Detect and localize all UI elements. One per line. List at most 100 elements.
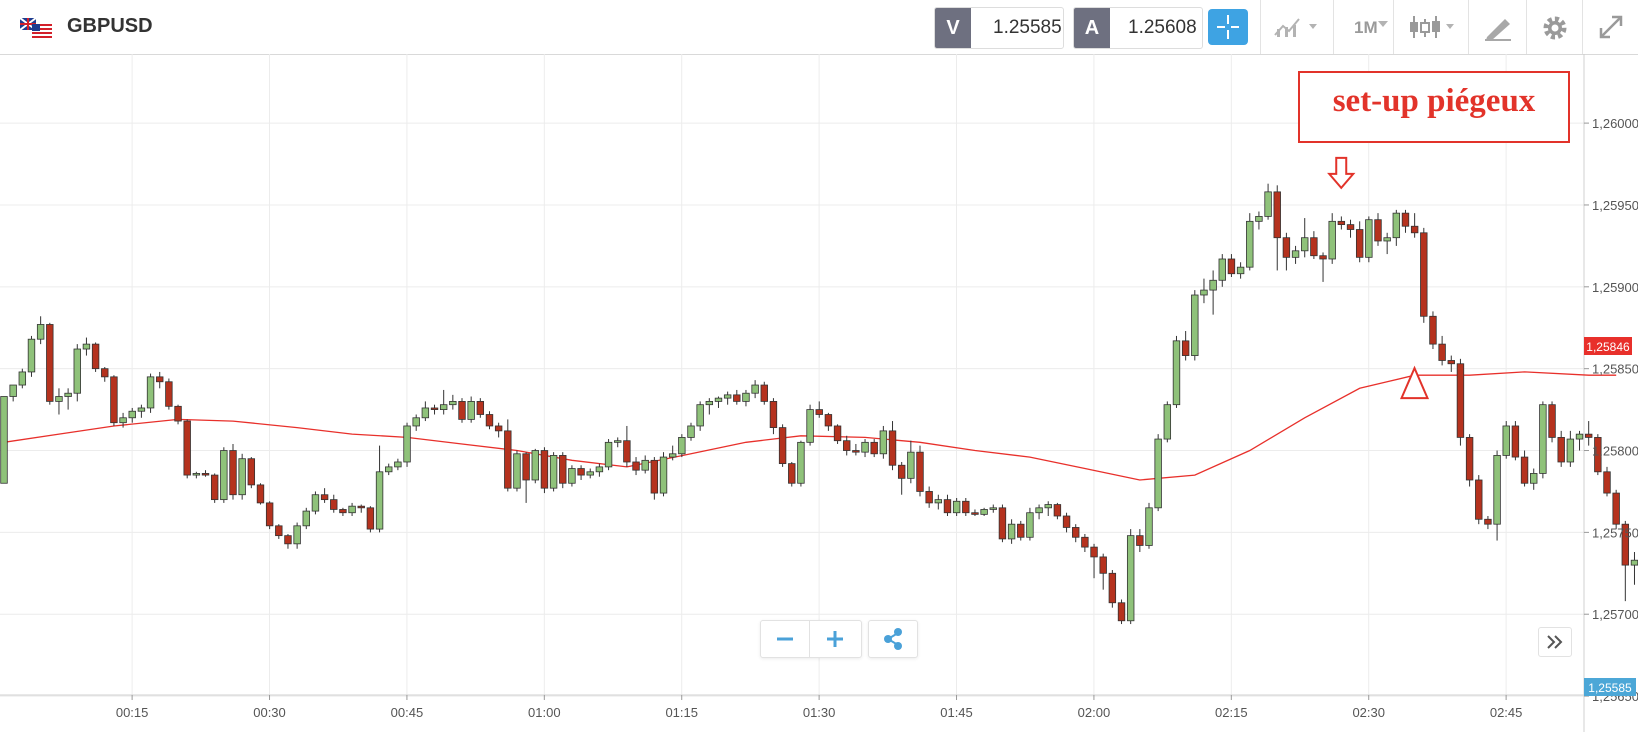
zoom-out-button[interactable] xyxy=(761,621,810,657)
candle xyxy=(82,337,91,356)
bid-quote[interactable]: V 1.25585 xyxy=(934,7,1064,49)
candle-body-up xyxy=(604,441,613,468)
candle-body-down xyxy=(1310,237,1318,257)
candle xyxy=(18,368,27,389)
candle xyxy=(824,412,833,431)
candle-body-up xyxy=(595,466,604,473)
candle xyxy=(962,497,970,516)
ask-quote[interactable]: A 1.25608 xyxy=(1073,7,1203,49)
fullscreen-button[interactable] xyxy=(1582,0,1638,54)
candle xyxy=(1246,213,1254,271)
candle xyxy=(1420,227,1428,323)
candle-body-down xyxy=(339,509,347,514)
candle-body-down xyxy=(778,427,787,465)
candle-body-up xyxy=(403,425,411,463)
candle xyxy=(733,389,741,405)
candle xyxy=(1282,232,1291,271)
candle xyxy=(1035,504,1043,520)
candle xyxy=(934,494,943,510)
candle-body-up xyxy=(1392,212,1401,239)
candle xyxy=(568,465,576,487)
timeframe-selector[interactable]: 1M xyxy=(1333,0,1394,54)
candle xyxy=(833,424,842,444)
candle xyxy=(119,412,127,428)
candle xyxy=(778,424,787,467)
candle-body-down xyxy=(275,525,283,537)
candle-body-up xyxy=(412,417,420,427)
candle-body-down xyxy=(788,463,796,484)
candle-body-down xyxy=(971,512,979,515)
candle xyxy=(696,401,704,431)
candle-body-down xyxy=(833,425,842,442)
candle-body-up xyxy=(1209,279,1217,291)
candle-body-down xyxy=(1319,255,1327,260)
candle-body-up xyxy=(0,396,8,484)
zoom-in-button[interactable] xyxy=(810,621,860,657)
candle-body-down xyxy=(1429,315,1437,345)
candle xyxy=(1255,211,1263,230)
candle xyxy=(815,401,823,418)
chart-grid xyxy=(0,54,1584,697)
candle xyxy=(1200,278,1208,304)
share-button[interactable] xyxy=(868,620,918,658)
candle-body-up xyxy=(73,348,81,394)
candle-body-down xyxy=(1465,437,1474,481)
candle xyxy=(650,457,659,500)
drawing-tools-button[interactable] xyxy=(1468,0,1527,54)
chart-type-button[interactable] xyxy=(1393,0,1469,54)
time-tick-label: 00:15 xyxy=(116,705,149,720)
candle xyxy=(458,398,466,423)
candle-body-down xyxy=(1511,425,1520,458)
indicators-button[interactable] xyxy=(1260,0,1334,54)
candle-body-up xyxy=(1191,294,1199,356)
bid-label: V xyxy=(935,8,971,48)
candle xyxy=(678,434,686,458)
annotation-text: set-up piégeux xyxy=(1332,83,1536,119)
candle xyxy=(357,504,365,513)
candle xyxy=(879,425,888,459)
price-chart[interactable]: 1,256501,257001,257501,258001,258501,259… xyxy=(0,54,1638,732)
candle-body-down xyxy=(476,401,485,415)
candle xyxy=(659,452,668,497)
candle xyxy=(64,388,72,410)
candle xyxy=(1557,430,1565,467)
candle xyxy=(714,396,723,408)
candle xyxy=(843,435,851,456)
settings-button[interactable] xyxy=(1526,0,1583,54)
candle-body-up xyxy=(238,458,246,496)
crosshair-button[interactable] xyxy=(1208,9,1248,45)
timeframe-label: 1M xyxy=(1354,18,1378,37)
candle xyxy=(1612,489,1620,530)
candle-body-up xyxy=(687,425,695,438)
candle-body-down xyxy=(284,535,292,545)
candle xyxy=(1410,213,1419,238)
candle xyxy=(201,470,210,477)
candle-body-up xyxy=(586,471,594,476)
candle xyxy=(1072,524,1080,543)
candle xyxy=(403,422,411,467)
candle xyxy=(430,404,439,415)
candle xyxy=(907,440,915,484)
candle xyxy=(174,404,182,425)
candle xyxy=(1511,421,1520,461)
candle-body-down xyxy=(1401,212,1410,227)
price-badges: 1,25846 1,25585 xyxy=(1584,337,1636,696)
price-tick-label: 1,25700 xyxy=(1592,607,1638,622)
candle-body-down xyxy=(1090,546,1098,558)
candle-body-up xyxy=(439,404,448,410)
candle xyxy=(1447,355,1455,372)
candle xyxy=(705,398,714,415)
candle xyxy=(916,445,924,497)
candle xyxy=(1236,262,1245,279)
candle-body-up xyxy=(549,455,558,489)
candle xyxy=(1319,252,1327,282)
candle xyxy=(861,439,869,458)
candle xyxy=(1145,502,1153,549)
scroll-to-latest-button[interactable] xyxy=(1538,627,1572,657)
candle xyxy=(513,450,521,492)
candle-body-down xyxy=(897,464,906,479)
candle-body-up xyxy=(1200,289,1208,296)
candle xyxy=(485,411,494,430)
candle-body-down xyxy=(430,407,439,410)
candle-body-up xyxy=(449,401,457,406)
